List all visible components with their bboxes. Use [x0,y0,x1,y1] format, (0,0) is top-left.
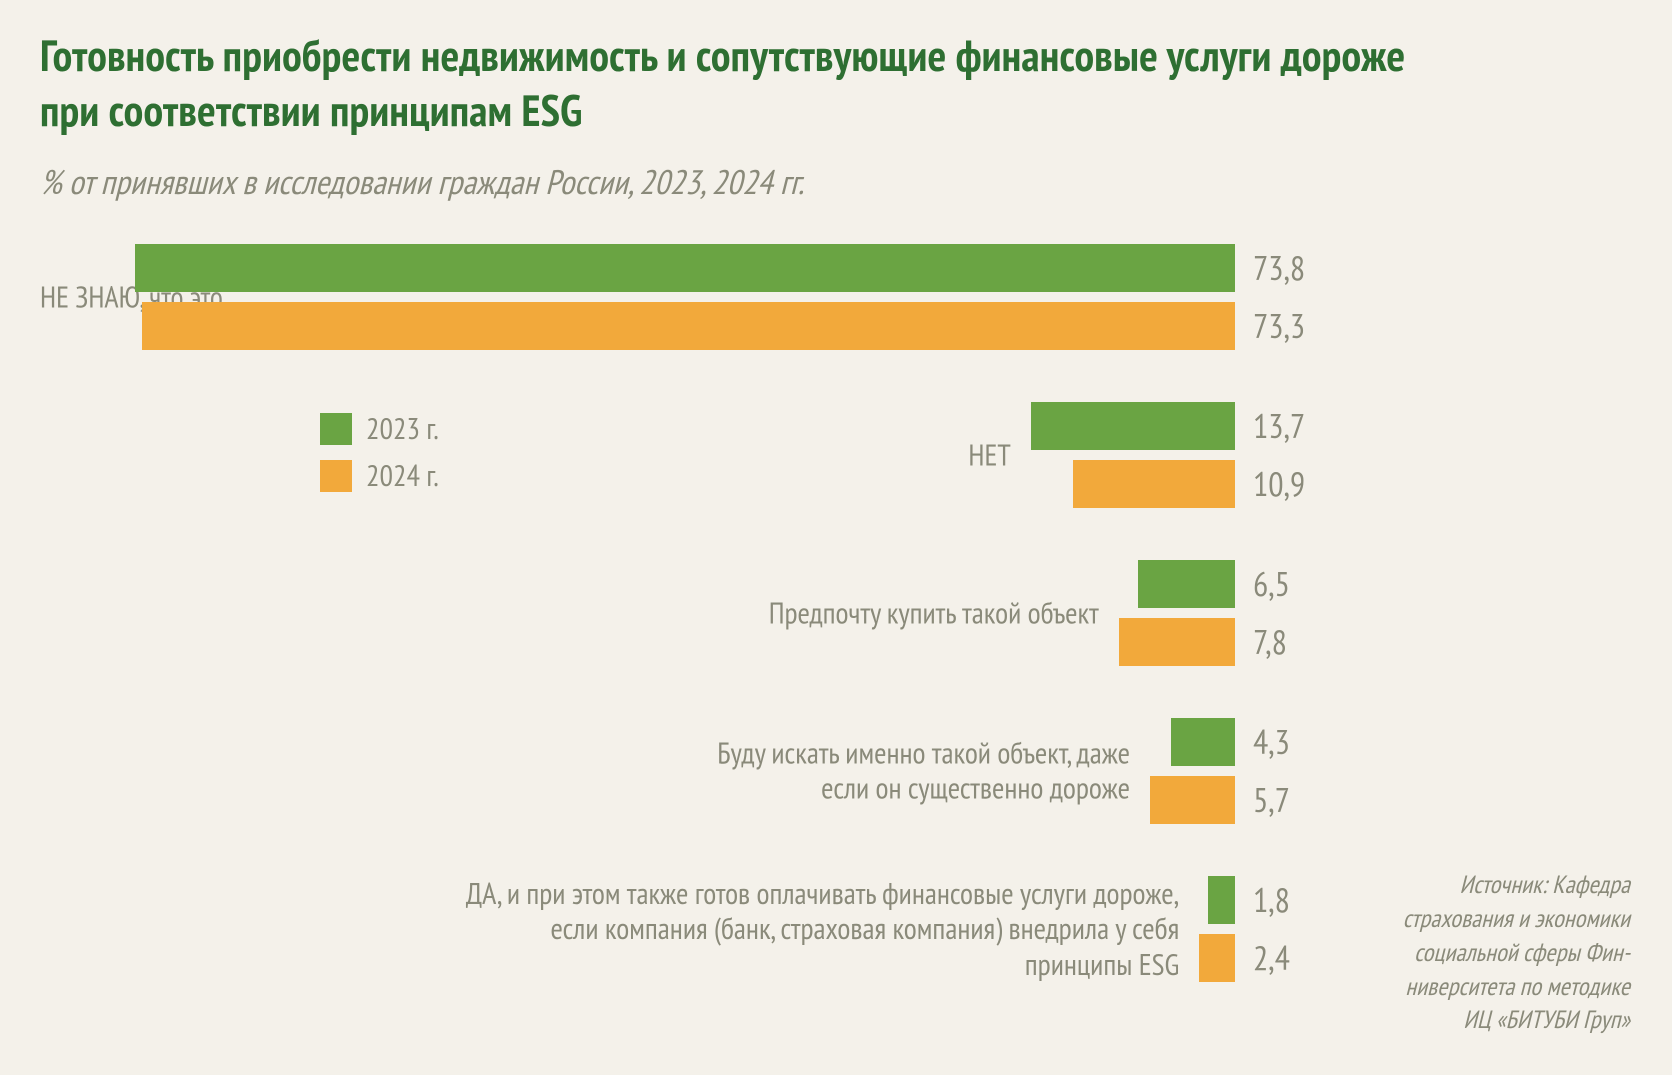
value-label-2024: 7,8 [1253,620,1287,664]
bar-2024 [1119,618,1235,666]
source-citation: Источник: Кафедрастрахования и экономики… [1290,868,1630,1037]
bar-2023 [1138,560,1235,608]
category-label-line: НЕТ [968,435,1010,474]
category-label-line: Буду искать именно такой объект, даже [717,734,1130,773]
category-label: НЕ ЗНАЮ, что это [40,279,115,314]
bar-2023 [1031,402,1235,450]
value-label-2023: 4,3 [1253,720,1290,764]
category-label: Буду искать именно такой объект, дажеесл… [40,736,1130,807]
source-line: страхования и экономики [1403,902,1630,934]
bar-2024 [1150,776,1235,824]
category-label-line: Предпочту купить такой объект [769,593,1099,632]
value-label-2024: 10,9 [1253,462,1305,506]
bar-2024 [1073,460,1235,508]
category-label: Предпочту купить такой объект [40,595,1099,630]
source-line: ИЦ «БИТУБИ Груп» [1463,1003,1630,1035]
chart-subtitle: % от принявших в исследовании граждан Ро… [40,160,1632,204]
category-label-line: ДА, и при этом также готов оплачивать фи… [466,874,1179,913]
category-label-line: принципы ESG [1025,945,1179,984]
category-label-line: если он существенно дороже [821,769,1130,808]
category-label: НЕТ [40,437,1011,472]
bar-2024 [142,302,1235,350]
chart-title: Готовность приобрести недвижимость и соп… [40,28,1632,138]
category-label: ДА, и при этом также готов оплачивать фи… [40,876,1179,982]
value-label-2023: 13,7 [1253,404,1305,448]
value-label-2023: 73,8 [1253,246,1305,290]
bar-2024 [1199,934,1235,982]
bar-2023 [135,244,1235,292]
source-line: социальной сферы Фин- [1414,936,1630,968]
value-label-2024: 2,4 [1253,936,1290,980]
bar-2023 [1208,876,1235,924]
title-line-1: Готовность приобрести недвижимость и соп… [40,27,1405,84]
bar-2023 [1171,718,1235,766]
value-label-2023: 1,8 [1253,878,1290,922]
value-label-2024: 73,3 [1253,304,1305,348]
source-line: ниверситета по методике [1405,970,1630,1002]
value-label-2023: 6,5 [1253,562,1290,606]
value-label-2024: 5,7 [1253,778,1290,822]
title-line-2: при соответствии принципам ESG [40,82,582,139]
source-line: Источник: Кафедра [1460,868,1630,900]
category-label-line: если компания (банк, страховая компания)… [551,909,1180,948]
